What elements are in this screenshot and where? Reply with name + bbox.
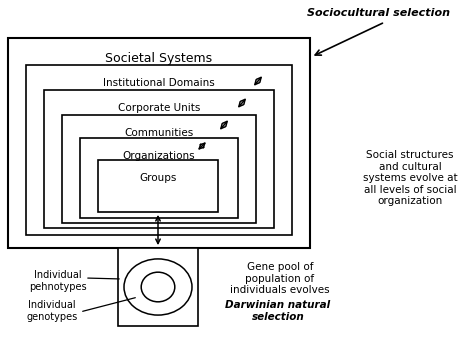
Text: Communities: Communities [124, 128, 193, 138]
Text: Social structures
and cultural
systems evolve at
all levels of social
organizati: Social structures and cultural systems e… [363, 150, 457, 207]
Text: Organizations: Organizations [123, 151, 195, 161]
Text: Corporate Units: Corporate Units [118, 103, 200, 113]
Text: Sociocultural selection: Sociocultural selection [307, 8, 450, 18]
Text: Groups: Groups [139, 173, 177, 183]
Text: Darwinian natural
selection: Darwinian natural selection [226, 300, 330, 321]
Text: Institutional Domains: Institutional Domains [103, 78, 215, 88]
Text: Gene pool of
population of
individuals evolves: Gene pool of population of individuals e… [230, 262, 330, 295]
Text: Individual
pehnotypes: Individual pehnotypes [29, 270, 87, 292]
Bar [80, 138, 238, 218]
Bar [62, 115, 256, 223]
Bar [118, 248, 198, 326]
Ellipse shape [124, 259, 192, 315]
Ellipse shape [141, 272, 175, 302]
Bar [8, 38, 310, 248]
Bar [26, 65, 292, 235]
Bar [44, 90, 274, 228]
Bar [98, 160, 218, 212]
Text: Individual
genotypes: Individual genotypes [27, 300, 78, 321]
Text: Societal Systems: Societal Systems [105, 52, 212, 65]
